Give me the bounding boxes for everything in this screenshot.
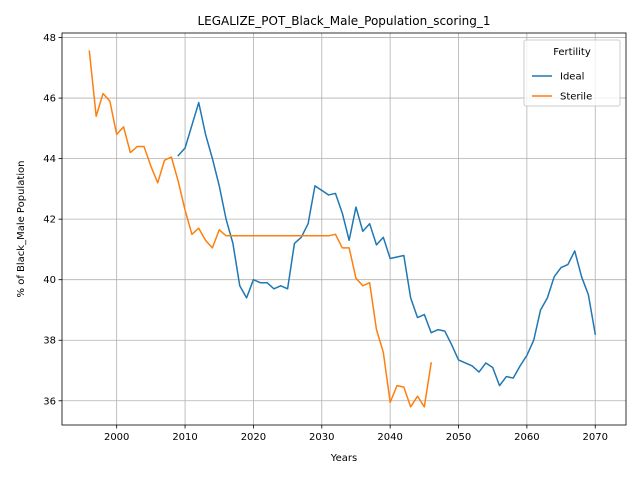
x-tick: 2060 [514, 425, 540, 443]
legend-item: Ideal [532, 72, 584, 83]
y-gridlines [62, 37, 626, 402]
y-tick-label: 46 [43, 94, 56, 105]
x-tick-label: 2000 [104, 432, 129, 443]
x-tick: 2010 [172, 425, 198, 443]
series-line-sterile [88, 50, 433, 408]
x-tick-label: 2060 [514, 432, 539, 443]
y-tick-label: 38 [43, 336, 56, 347]
y-tick-label: 40 [43, 275, 56, 286]
legend-label: Sterile [560, 92, 592, 103]
series-layer [88, 50, 597, 408]
y-tick: 44 [43, 154, 62, 165]
x-tick-label: 2010 [172, 432, 197, 443]
x-tick: 2050 [446, 425, 471, 443]
y-tick-label: 48 [43, 33, 56, 44]
x-tick: 2030 [309, 425, 335, 443]
x-axis-ticks: 2000 2010 2020 2030 2040 2050 2060 2070 [104, 425, 608, 443]
y-tick-label: 44 [43, 154, 56, 165]
x-tick: 2070 [583, 425, 608, 443]
legend-items: Ideal Sterile [532, 72, 592, 103]
x-axis-label: Years [330, 453, 357, 464]
y-tick: 46 [43, 94, 62, 105]
legend-item: Sterile [532, 92, 592, 103]
y-tick: 36 [43, 396, 62, 407]
y-tick-label: 36 [43, 396, 56, 407]
y-tick: 42 [43, 215, 62, 226]
x-tick-label: 2020 [241, 432, 266, 443]
x-tick-label: 2030 [309, 432, 334, 443]
chart-title: LEGALIZE_POT_Black_Male_Population_scori… [197, 14, 490, 28]
x-tick-label: 2070 [583, 432, 608, 443]
series-line-ideal [177, 101, 597, 387]
plot-area-frame [61, 32, 627, 426]
x-tick: 2020 [241, 425, 266, 443]
y-tick-label: 42 [43, 215, 56, 226]
legend-title: Fertility [553, 47, 591, 58]
x-tick-label: 2050 [446, 432, 471, 443]
x-tick: 2000 [104, 425, 129, 443]
y-tick: 48 [43, 33, 62, 44]
y-axis-ticks: 36 38 40 42 44 46 48 [43, 33, 62, 407]
y-tick: 38 [43, 336, 62, 347]
legend-label: Ideal [560, 72, 584, 83]
legend: Fertility Ideal Sterile [523, 39, 621, 107]
x-tick-label: 2040 [377, 432, 402, 443]
legend-box [523, 39, 621, 107]
y-axis-label: % of Black_Male Population [16, 161, 27, 298]
x-tick: 2040 [377, 425, 403, 443]
y-tick: 40 [43, 275, 62, 286]
